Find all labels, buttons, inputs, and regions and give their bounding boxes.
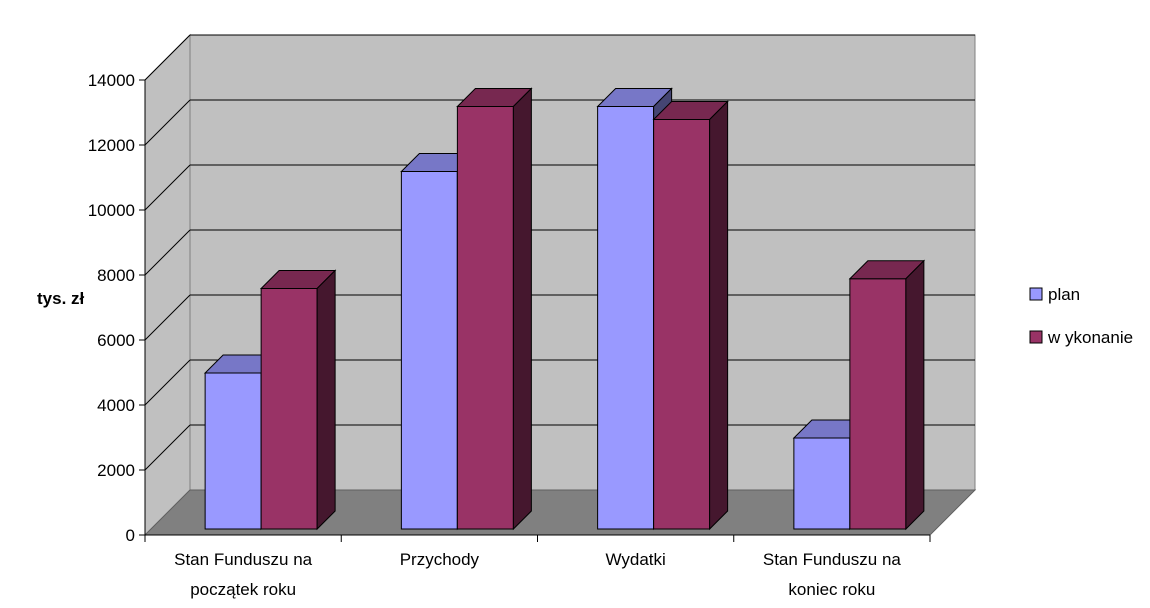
gridline-side [144, 229, 191, 276]
y-tick-label: 8000 [97, 266, 135, 285]
y-tick-label: 2000 [97, 461, 135, 480]
bar-front [260, 288, 318, 530]
bar-w-ykonanie-0 [259, 269, 337, 531]
legend-swatch [1029, 330, 1043, 344]
y-tick-label: 10000 [88, 201, 135, 220]
gridline-side [144, 99, 191, 146]
y-tick-label: 6000 [97, 331, 135, 350]
side-wall [144, 33, 191, 537]
bar-front [204, 372, 262, 530]
chart-walls [143, 33, 977, 537]
bar-front [456, 106, 514, 530]
bar-front [653, 119, 711, 530]
y-tick-label: 4000 [97, 396, 135, 415]
x-tick-label-line: Stan Funduszu na [763, 550, 902, 569]
x-tick-label: Stan Funduszu na początek roku [174, 550, 313, 599]
bar-w-ykonanie-3 [848, 259, 926, 531]
bar-side [905, 259, 925, 531]
x-tick-label: Przychody [400, 550, 480, 569]
x-tick-label-line: początek roku [190, 580, 296, 599]
y-tick-label: 12000 [88, 136, 135, 155]
labels: 0 2000 4000 6000 8000 10000 12000 14000 Stan Fun… [37, 71, 901, 599]
gridline-side [144, 424, 191, 471]
legend-swatch [1029, 287, 1043, 301]
x-tick-label-line: koniec roku [788, 580, 875, 599]
x-tick-label: Stan Funduszu na koniec roku [763, 550, 902, 599]
bar-front [400, 171, 458, 530]
bar-side [709, 100, 729, 531]
bars [203, 87, 926, 531]
bar-front [849, 278, 907, 530]
x-tick-label-line: Przychody [400, 550, 480, 569]
legend-label: plan [1048, 285, 1080, 304]
y-tick-label: 14000 [88, 71, 135, 90]
bar-side [512, 87, 532, 531]
gridline-side [144, 359, 191, 406]
gridline-side [144, 294, 191, 341]
y-axis-label: tys. zł [37, 289, 85, 308]
y-tick-label: 0 [126, 526, 135, 545]
bar-front [793, 437, 851, 530]
bar-side [316, 269, 336, 531]
gridline-side [144, 34, 191, 81]
x-tick-label-line: Wydatki [605, 550, 665, 569]
gridline-side [144, 164, 191, 211]
bar-w-ykonanie-1 [456, 87, 533, 531]
legend-label: w ykonanie [1047, 328, 1133, 347]
axes [139, 79, 931, 542]
legend: plan w ykonanie [1029, 285, 1133, 347]
bar-front [597, 106, 655, 530]
x-tick-label: Wydatki [605, 550, 665, 569]
x-tick-label-line: Stan Funduszu na [174, 550, 313, 569]
bar-w-ykonanie-2 [652, 100, 729, 531]
